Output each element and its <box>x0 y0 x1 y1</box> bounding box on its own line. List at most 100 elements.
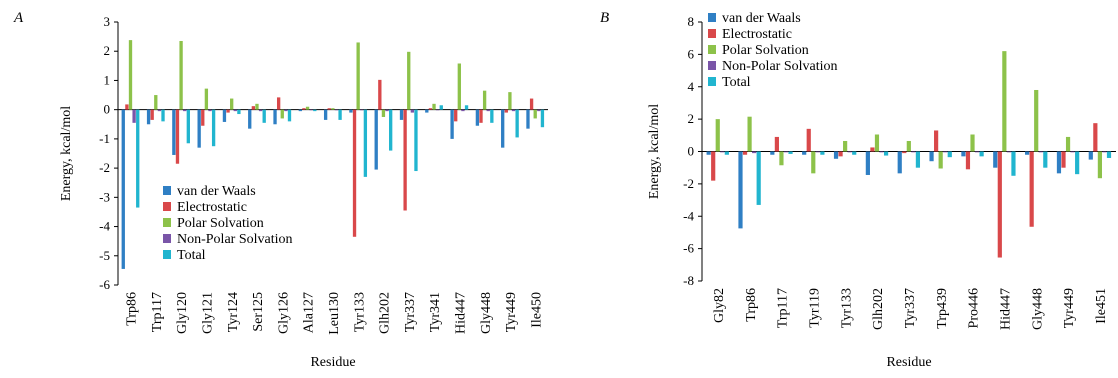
bar-van-der-waals-tyr133 <box>833 151 839 159</box>
bar-van-der-waals-tyr119 <box>802 151 807 155</box>
legend-label-polar-solvation: Polar Solvation <box>722 43 809 58</box>
legend-swatch-polar-solvation <box>163 218 171 227</box>
bar-polar-solvation-leu130 <box>331 108 335 110</box>
x-tick-label-ile450: Ile450 <box>529 292 544 328</box>
x-tick-label-glh202: Glh202 <box>871 288 886 330</box>
bar-polar-solvation-tyr341 <box>432 103 436 110</box>
bar-van-der-waals-gly121 <box>197 109 201 148</box>
y-tick-label: -2 <box>683 176 694 191</box>
y-tick-label: 4 <box>688 79 695 94</box>
bar-non-polar-solvation-tyr119 <box>815 151 820 153</box>
bar-non-polar-solvation-ile450 <box>537 109 541 112</box>
x-tick-label-tyr133: Tyr133 <box>839 288 854 328</box>
bar-polar-solvation-tyr133 <box>356 42 360 110</box>
bar-electrostatic-gly82 <box>711 151 716 181</box>
bar-electrostatic-gly448 <box>1029 151 1034 227</box>
bar-electrostatic-hid447 <box>997 151 1002 258</box>
bar-total-trp439 <box>947 151 952 158</box>
bar-total-leu130 <box>338 109 342 120</box>
bar-polar-solvation-trp117 <box>154 95 158 110</box>
bar-van-der-waals-gly448 <box>475 109 480 126</box>
bar-total-tyr449 <box>515 109 519 138</box>
bar-polar-solvation-hid447 <box>457 63 461 110</box>
x-tick-label-trp439: Trp439 <box>935 288 950 329</box>
y-tick-label: -1 <box>99 131 110 146</box>
x-tick-label-trp117: Trp117 <box>776 288 791 328</box>
y-tick-label: 6 <box>688 46 695 61</box>
bar-van-der-waals-trp117 <box>146 109 151 125</box>
bar-non-polar-solvation-tyr449 <box>1070 151 1075 153</box>
bar-polar-solvation-gly82 <box>715 119 720 152</box>
bar-total-glh202 <box>389 109 393 151</box>
legend-label-total: Total <box>177 248 206 263</box>
bar-non-polar-solvation-gly448 <box>1038 151 1043 153</box>
legend-swatch-non-polar-solvation <box>163 234 171 243</box>
bar-total-pro446 <box>979 151 984 157</box>
bar-non-polar-solvation-ile451 <box>1102 151 1107 153</box>
bar-van-der-waals-trp86 <box>121 109 125 269</box>
bar-electrostatic-leu130 <box>327 108 331 110</box>
bar-total-trp117 <box>161 109 165 122</box>
bar-total-ile451 <box>1106 151 1112 158</box>
bar-electrostatic-trp117 <box>150 109 154 120</box>
bar-van-der-waals-ile451 <box>1088 151 1093 160</box>
y-tick-label: -2 <box>99 160 110 175</box>
bar-polar-solvation-pro446 <box>970 134 975 152</box>
bar-electrostatic-tyr337 <box>902 151 907 154</box>
bar-total-tyr119 <box>820 151 825 155</box>
bar-electrostatic-tyr449 <box>504 109 508 113</box>
bar-van-der-waals-tyr337 <box>897 151 902 174</box>
bar-van-der-waals-gly120 <box>172 109 176 155</box>
y-tick-label: -3 <box>99 189 110 204</box>
bar-electrostatic-gly448 <box>479 109 483 123</box>
bar-polar-solvation-ser125 <box>255 103 259 110</box>
bar-total-gly448 <box>1043 151 1048 168</box>
bar-non-polar-solvation-ala127 <box>309 109 313 111</box>
bar-total-trp86 <box>136 109 140 208</box>
bar-electrostatic-tyr119 <box>806 128 811 152</box>
bar-total-gly82 <box>724 151 729 155</box>
bar-van-der-waals-trp86 <box>738 151 743 229</box>
legend-swatch-electrostatic <box>708 29 716 38</box>
bar-polar-solvation-trp86 <box>128 40 133 110</box>
bar-electrostatic-pro446 <box>965 151 971 170</box>
bar-electrostatic-tyr341 <box>428 108 433 110</box>
legend-label-electrostatic: Electrostatic <box>177 200 247 215</box>
bar-electrostatic-hid447 <box>454 109 458 122</box>
bar-non-polar-solvation-trp117 <box>783 151 789 153</box>
bar-total-ser125 <box>262 109 266 123</box>
bar-total-trp117 <box>788 151 793 154</box>
bar-polar-solvation-glh202 <box>381 109 386 117</box>
legend-label-total: Total <box>722 75 751 90</box>
bar-non-polar-solvation-tyr341 <box>435 109 440 111</box>
bar-electrostatic-gly120 <box>175 109 180 164</box>
y-tick-label: 3 <box>104 14 111 29</box>
x-tick-label-hid447: Hid447 <box>999 288 1014 330</box>
x-tick-label-trp86: Trp86 <box>125 292 140 326</box>
x-tick-label-tyr449: Tyr449 <box>504 292 519 332</box>
bar-van-der-waals-gly448 <box>1025 151 1030 155</box>
legend-label-non-polar-solvation: Non-Polar Solvation <box>722 59 838 74</box>
x-tick-label-tyr449: Tyr449 <box>1062 288 1077 328</box>
bar-van-der-waals-ser125 <box>248 109 252 129</box>
bar-van-der-waals-tyr449 <box>501 109 505 148</box>
bar-non-polar-solvation-tyr133 <box>847 151 852 153</box>
x-tick-label-gly120: Gly120 <box>175 292 190 334</box>
bar-total-tyr337 <box>915 151 921 168</box>
x-tick-label-gly126: Gly126 <box>276 292 291 334</box>
bar-polar-solvation-hid447 <box>1002 51 1007 152</box>
bar-polar-solvation-tyr133 <box>843 140 848 152</box>
bar-electrostatic-trp86 <box>742 151 748 155</box>
bar-polar-solvation-ile451 <box>1097 151 1102 179</box>
bar-total-trp86 <box>756 151 761 205</box>
x-axis-title: Residue <box>886 355 931 370</box>
chart-panel-a: A -6 -5 -4 -3 -2 -1 0 1 2 3 Trp86 Trp117 Gly120 Gly121… <box>13 10 548 370</box>
bar-van-der-waals-hid447 <box>993 151 998 168</box>
bar-van-der-waals-leu130 <box>323 109 328 120</box>
x-tick-label-tyr133: Tyr133 <box>352 292 367 332</box>
bar-total-tyr124 <box>237 109 241 115</box>
bar-polar-solvation-tyr449 <box>1065 136 1071 152</box>
bar-non-polar-solvation-tyr124 <box>233 109 237 112</box>
